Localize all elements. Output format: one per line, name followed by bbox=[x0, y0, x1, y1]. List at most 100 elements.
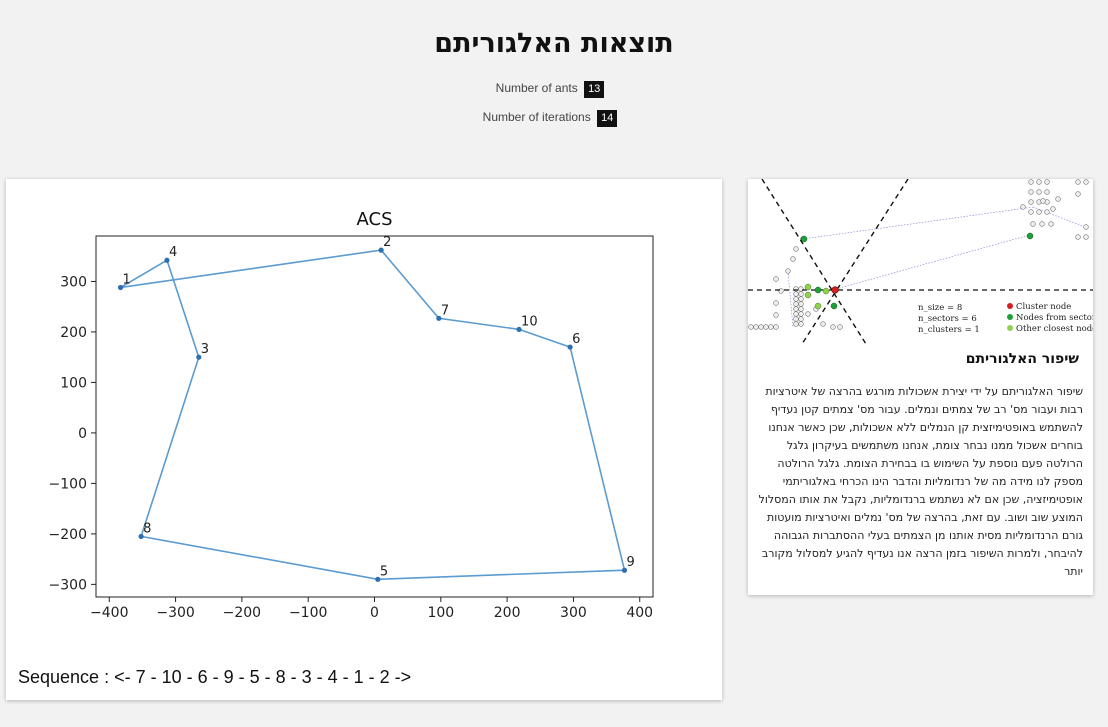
diagram-grey-node bbox=[793, 306, 799, 312]
y-tick-label: 200 bbox=[60, 325, 87, 341]
y-tick-label: −200 bbox=[49, 527, 87, 543]
diagram-grey-node bbox=[1030, 221, 1036, 227]
ants-value-badge: 13 bbox=[584, 81, 605, 98]
node-label-3: 3 bbox=[201, 342, 209, 357]
diagram-grey-node bbox=[793, 316, 799, 322]
x-tick-label: 100 bbox=[427, 605, 454, 621]
diagram-grey-node bbox=[793, 291, 799, 297]
node-point-2 bbox=[378, 247, 384, 253]
diagram-param: n_clusters = 1 bbox=[918, 325, 980, 335]
diagram-grey-node bbox=[1028, 179, 1034, 185]
diagram-grey-node bbox=[1075, 179, 1081, 185]
diagram-param: n_size = 8 bbox=[918, 303, 962, 313]
diagram-grey-node bbox=[1075, 191, 1081, 197]
diagram-grey-node bbox=[773, 324, 779, 330]
diagram-grey-node bbox=[763, 324, 769, 330]
diagram-grey-node bbox=[768, 324, 774, 330]
diagram-guide-line bbox=[802, 206, 1034, 240]
node-point-10 bbox=[516, 326, 522, 333]
info-title: שיפור האלגוריתם bbox=[965, 351, 1079, 367]
diagram-grey-node bbox=[798, 321, 804, 327]
diagram-grey-node bbox=[798, 291, 804, 297]
diagram-grey-node bbox=[1075, 234, 1081, 240]
y-tick-label: 100 bbox=[60, 375, 87, 391]
y-tick-label: 0 bbox=[78, 426, 87, 442]
node-label-9: 9 bbox=[626, 555, 634, 570]
diagram-grey-node bbox=[793, 296, 799, 302]
diagram-grey-node bbox=[1028, 199, 1034, 205]
diagram-grey-node bbox=[830, 324, 836, 330]
diagram-grey-node bbox=[1050, 206, 1056, 212]
sector-node bbox=[1026, 232, 1034, 240]
node-label-2: 2 bbox=[383, 235, 391, 250]
diagram-guide-line bbox=[1032, 206, 1086, 228]
diagram-grey-node bbox=[773, 300, 779, 306]
y-tick-label: 300 bbox=[60, 274, 87, 290]
diagram-param: n_sectors = 6 bbox=[918, 314, 977, 324]
page-title: תוצאות האלגוריתם bbox=[434, 28, 674, 59]
diagram-grey-node bbox=[1028, 209, 1034, 215]
diagram-grey-node bbox=[773, 276, 779, 282]
diagram-grey-node bbox=[805, 311, 811, 317]
clustering-diagram: n_size = 8n_sectors = 6n_clusters = 1 Clu… bbox=[748, 179, 1093, 344]
diagram-grey-node bbox=[1036, 189, 1042, 195]
node-point-4 bbox=[164, 257, 170, 263]
x-tick-label: 400 bbox=[626, 605, 653, 621]
legend-swatch bbox=[1007, 314, 1013, 320]
diagram-grey-node bbox=[793, 311, 799, 317]
diagram-grey-node bbox=[773, 312, 779, 318]
sector-node bbox=[814, 286, 822, 294]
diagram-grey-node bbox=[1020, 204, 1026, 210]
info-card: n_size = 8 n_sectors = 6 n_clusters = 1 Clu… bbox=[748, 179, 1093, 595]
legend-swatch bbox=[1007, 325, 1013, 331]
node-label-4: 4 bbox=[169, 245, 177, 260]
x-tick-label: −400 bbox=[90, 605, 128, 621]
diagram-grey-node bbox=[785, 268, 791, 274]
diagram-grey-node bbox=[793, 301, 799, 307]
diagram-grey-node bbox=[798, 306, 804, 312]
legend-label: Nodes from sectors bbox=[1016, 313, 1093, 323]
x-tick-label: −300 bbox=[156, 605, 194, 621]
diagram-grey-node bbox=[1083, 179, 1089, 185]
iterations-label: Number of iterations bbox=[482, 110, 591, 124]
diagram-grey-node bbox=[1044, 189, 1050, 195]
node-point-9 bbox=[621, 567, 628, 573]
legend-label: Other closest nodes bbox=[1016, 324, 1093, 334]
diagram-grey-node bbox=[798, 316, 804, 322]
diagram-grey-node bbox=[1083, 234, 1089, 240]
diagram-grey-node bbox=[798, 311, 804, 317]
diagram-grey-node bbox=[1055, 196, 1061, 202]
diagram-grey-node bbox=[793, 246, 799, 252]
route-sequence: Sequence : <- 7 - 10 - 6 - 9 - 5 - 8 - 3… bbox=[18, 667, 412, 687]
node-point-8 bbox=[138, 533, 144, 540]
node-point-1 bbox=[117, 284, 124, 291]
node-point-5 bbox=[375, 576, 381, 582]
chart-title: ACS bbox=[357, 209, 393, 230]
node-label-6: 6 bbox=[572, 332, 580, 347]
diagram-grey-node bbox=[1028, 189, 1034, 195]
diagram-grey-node bbox=[790, 256, 796, 262]
iterations-value-badge: 14 bbox=[597, 110, 618, 127]
diagram-grey-node bbox=[1044, 209, 1050, 215]
cluster-node bbox=[831, 286, 839, 294]
y-tick-label: −300 bbox=[49, 577, 87, 593]
diagram-grey-node bbox=[1083, 224, 1089, 230]
node-label-5: 5 bbox=[380, 564, 388, 579]
closest-node bbox=[814, 302, 822, 310]
diagram-grey-node bbox=[1048, 221, 1054, 227]
diagram-grey-node bbox=[793, 286, 799, 292]
diagram-grey-node bbox=[1044, 179, 1050, 185]
sector-node bbox=[800, 235, 808, 243]
diagram-grey-node bbox=[1039, 221, 1045, 227]
node-label-1: 1 bbox=[123, 272, 131, 287]
sector-line bbox=[801, 179, 909, 344]
route-line bbox=[120, 249, 626, 581]
diagram-grey-node bbox=[748, 324, 754, 330]
diagram-grey-node bbox=[798, 301, 804, 307]
iterations-count-row: Number of iterations 14 bbox=[0, 110, 1100, 127]
node-point-3 bbox=[196, 354, 202, 360]
legend-swatch bbox=[1007, 303, 1013, 309]
route-chart: ACS−400 −300 −200 −100 0 100 200 300 400−300−200… bbox=[49, 209, 654, 621]
diagram-grey-node bbox=[758, 324, 764, 330]
diagram-guide-line bbox=[787, 270, 794, 328]
